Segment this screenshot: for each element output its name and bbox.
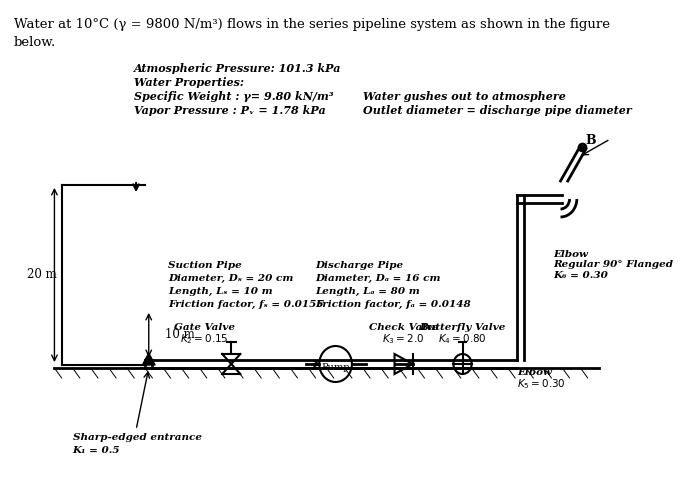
Text: Suction Pipe: Suction Pipe (168, 261, 242, 270)
Text: $K_5 = 0.30$: $K_5 = 0.30$ (517, 377, 566, 391)
Text: Check Valve: Check Valve (369, 323, 439, 332)
Text: Vapor Pressure : Pᵥ = 1.78 kPa: Vapor Pressure : Pᵥ = 1.78 kPa (134, 105, 326, 116)
Text: $K_4 = 0.80$: $K_4 = 0.80$ (438, 332, 486, 346)
Text: Length, Lₐ = 80 m: Length, Lₐ = 80 m (316, 287, 421, 296)
Text: $K_3 = 2.0$: $K_3 = 2.0$ (382, 332, 425, 346)
Polygon shape (142, 353, 155, 365)
Text: 10 m: 10 m (165, 329, 195, 341)
Text: Water gushes out to atmosphere: Water gushes out to atmosphere (363, 91, 566, 102)
Text: $K_2 = 0.15$: $K_2 = 0.15$ (180, 332, 228, 346)
Text: B: B (586, 134, 596, 147)
Text: Atmospheric Pressure: 101.3 kPa: Atmospheric Pressure: 101.3 kPa (134, 63, 342, 74)
Text: K₁ = 0.5: K₁ = 0.5 (73, 446, 120, 455)
Text: Outlet diameter = discharge pipe diameter: Outlet diameter = discharge pipe diamete… (363, 105, 631, 116)
Text: Elbow: Elbow (517, 368, 552, 377)
Text: 20 m: 20 m (27, 268, 57, 281)
Text: Diameter, Dₐ = 16 cm: Diameter, Dₐ = 16 cm (316, 274, 441, 283)
Text: Length, Lₛ = 10 m: Length, Lₛ = 10 m (168, 287, 272, 296)
Text: Water at 10°C (γ = 9800 N/m³) flows in the series pipeline system as shown in th: Water at 10°C (γ = 9800 N/m³) flows in t… (13, 18, 610, 31)
Text: Friction factor, fₐ = 0.0148: Friction factor, fₐ = 0.0148 (316, 300, 471, 309)
Text: Discharge Pipe: Discharge Pipe (316, 261, 404, 270)
Text: Friction factor, fₛ = 0.0155: Friction factor, fₛ = 0.0155 (168, 300, 323, 309)
Text: Sharp-edged entrance: Sharp-edged entrance (73, 433, 202, 442)
Text: Elbow
Regular 90° Flanged
K₆ = 0.30: Elbow Regular 90° Flanged K₆ = 0.30 (553, 250, 673, 280)
Text: Gate Valve: Gate Valve (174, 323, 234, 332)
Text: Water Properties:: Water Properties: (134, 77, 244, 88)
Text: Butterfly Valve: Butterfly Valve (419, 323, 505, 332)
Text: Diameter, Dₛ = 20 cm: Diameter, Dₛ = 20 cm (168, 274, 293, 283)
Text: below.: below. (13, 36, 56, 49)
Text: Pump: Pump (321, 362, 350, 372)
Text: Specific Weight : γ= 9.80 kN/m³: Specific Weight : γ= 9.80 kN/m³ (134, 91, 334, 102)
